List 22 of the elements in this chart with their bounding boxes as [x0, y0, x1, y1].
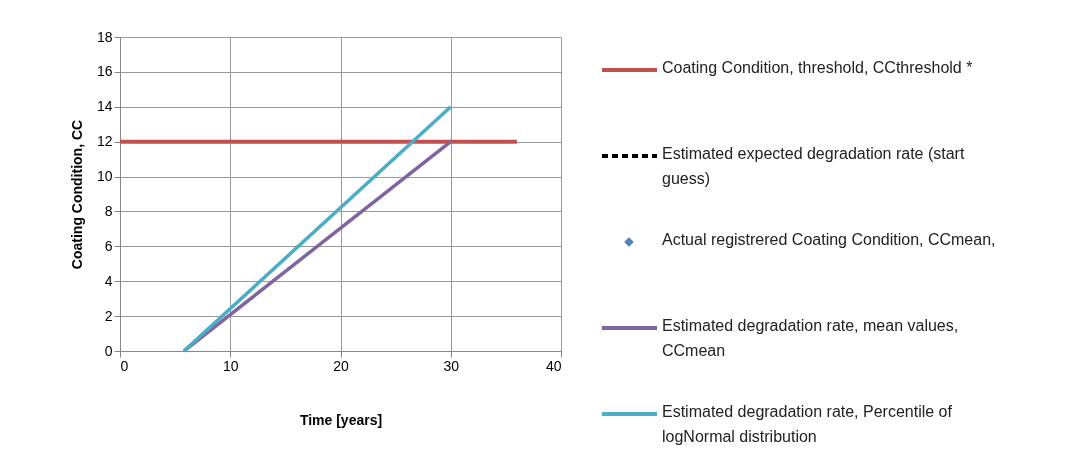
y-tick-label: 4 [104, 272, 113, 289]
y-tick-label: 0 [104, 342, 113, 359]
legend-label: Estimated expected degradation rate (start guess) [662, 145, 965, 187]
x-tick-label: 20 [333, 357, 349, 374]
y-tick-label: 8 [104, 202, 113, 219]
x-tick-label: 40 [545, 357, 562, 374]
legend-label: Coating Condition, threshold, CCthreshold * [662, 59, 973, 76]
x-tick-label: 0 [120, 357, 129, 374]
legend-label: Actual registrered Coating Condition, CCmean, [662, 231, 996, 248]
y-tick-label: 2 [104, 307, 113, 324]
x-tick-label: 30 [443, 357, 460, 374]
legend-label: Estimated degradation rate, mean values, CCmean [662, 317, 959, 359]
y-axis-title: Coating Condition, CC [68, 119, 85, 270]
y-tick-label: 18 [96, 28, 113, 45]
y-tick-label: 12 [96, 133, 113, 150]
y-tick-label: 10 [96, 168, 113, 185]
y-tick-label: 14 [96, 98, 113, 115]
y-tick-label: 16 [96, 63, 113, 80]
y-tick-label: 6 [104, 237, 113, 254]
x-tick-label: 10 [222, 357, 239, 374]
x-axis-title: Time [years] [299, 411, 383, 428]
legend-label: Estimated degradation rate, Percentile of logNormal distribution [662, 403, 953, 445]
